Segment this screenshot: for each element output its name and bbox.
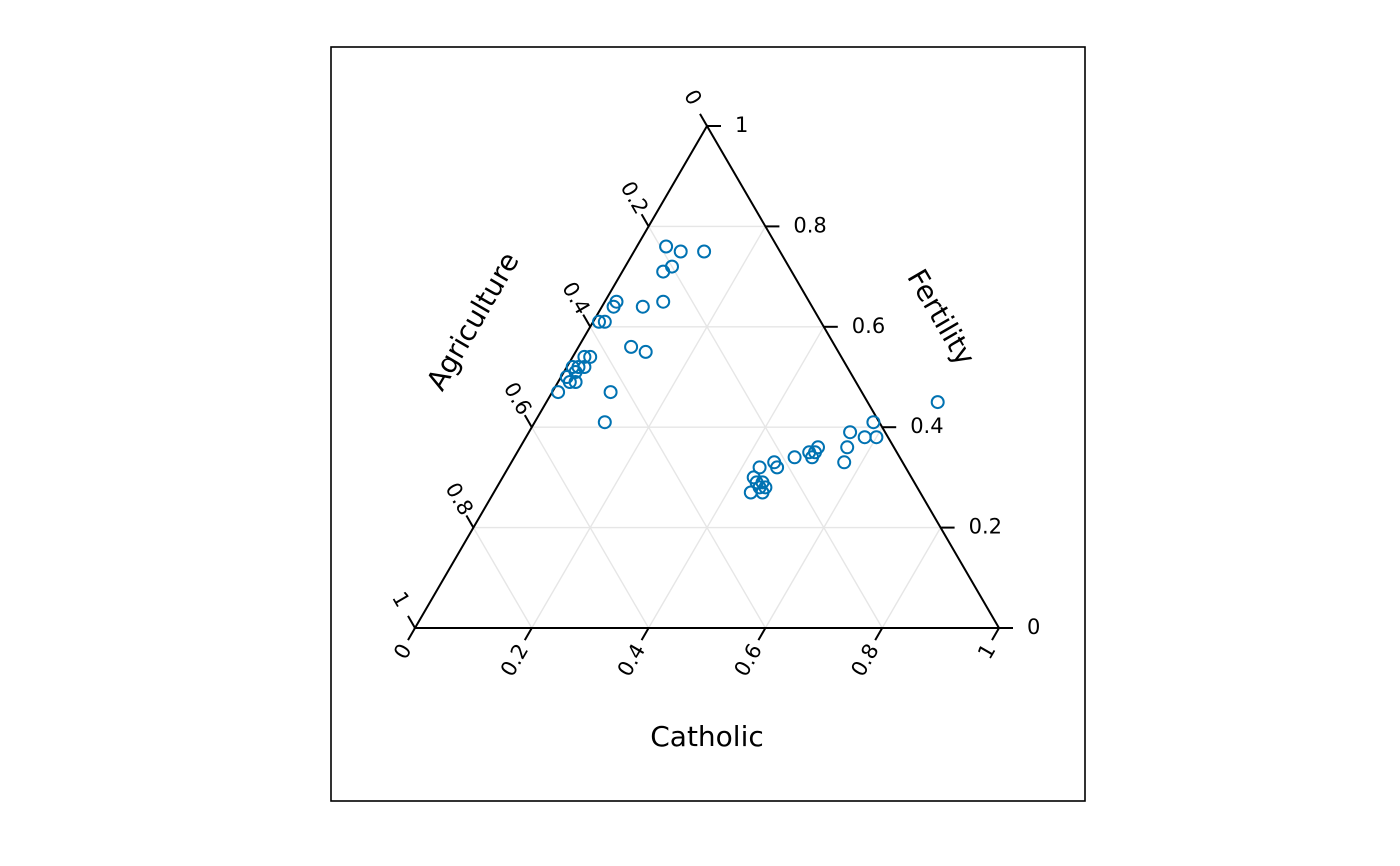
axis-title-fertility: Fertility	[900, 263, 981, 371]
data-point	[755, 485, 770, 500]
tick-agriculture	[407, 615, 416, 629]
tick-catholic	[407, 627, 416, 641]
tick-label-fertility: 1	[735, 113, 748, 137]
tick-label-fertility: 0.8	[793, 213, 826, 237]
data-point	[656, 264, 671, 279]
data-point	[843, 425, 858, 440]
tick-agriculture	[582, 314, 592, 328]
data-point	[551, 385, 566, 400]
grid-line-catholic	[764, 426, 883, 629]
data-point	[624, 339, 639, 354]
tick-catholic	[640, 627, 650, 641]
data-point	[770, 460, 785, 475]
tick-catholic	[523, 627, 533, 641]
axis-title-agriculture: Agriculture	[420, 246, 526, 396]
tick-label-catholic: 0.4	[613, 640, 650, 681]
tick-label-agriculture: 0.4	[557, 278, 594, 319]
grid	[472, 225, 942, 629]
tick-label-catholic: 0	[389, 640, 416, 664]
data-point	[568, 375, 583, 389]
tick-label-fertility: 0	[1027, 615, 1040, 639]
data-point	[805, 450, 820, 465]
axis-tick-labels: 0 0 0 0.2 0.2 0.2 0.4 0.4 0.4 0.6 0.6 0.6 0.8 0.8 0.8 1…	[387, 86, 1040, 681]
data-point	[857, 430, 872, 445]
data-point	[597, 314, 612, 329]
data-point	[656, 294, 671, 309]
data-point	[603, 385, 618, 400]
axis-title-catholic: Catholic	[650, 720, 764, 753]
data-point	[597, 415, 612, 430]
data-point	[697, 244, 712, 259]
tick-label-catholic: 1	[973, 640, 1000, 664]
data-point	[837, 455, 852, 470]
data-point	[577, 349, 592, 364]
tick-label-agriculture: 1	[387, 588, 414, 612]
tick-catholic	[757, 627, 767, 641]
tick-label-agriculture: 0	[679, 86, 706, 110]
tick-label-fertility: 0.4	[910, 414, 943, 438]
tick-label-agriculture: 0.6	[499, 378, 536, 419]
grid-line-catholic	[647, 326, 825, 629]
data-point	[583, 349, 598, 364]
tick-catholic	[991, 627, 1000, 641]
plot-frame	[330, 46, 1086, 802]
tick-label-catholic: 0.8	[846, 640, 883, 681]
grid-line-agriculture	[472, 527, 533, 629]
data-point	[673, 244, 688, 259]
data-point	[930, 395, 945, 410]
grid-line-agriculture	[531, 426, 650, 629]
tick-catholic	[874, 627, 884, 641]
grid-line-catholic	[881, 527, 942, 629]
data-point	[787, 450, 802, 465]
data-point	[606, 299, 621, 314]
axis-ticks	[407, 113, 1013, 641]
triangle-outline	[413, 124, 1001, 629]
data-point	[752, 460, 767, 475]
tick-agriculture	[699, 113, 708, 127]
grid-line-agriculture	[589, 326, 767, 629]
data-point	[840, 440, 855, 455]
data-point	[869, 430, 884, 445]
data-point	[659, 239, 674, 254]
tick-label-fertility: 0.2	[969, 515, 1002, 539]
tick-label-agriculture: 0.2	[616, 177, 653, 218]
data-point	[635, 299, 650, 314]
data-point	[866, 415, 881, 430]
data-point	[638, 344, 653, 359]
data-point	[592, 314, 606, 329]
data-points	[551, 239, 945, 500]
tick-label-fertility: 0.6	[852, 314, 885, 338]
data-point	[562, 375, 577, 389]
tick-agriculture	[523, 414, 533, 428]
tick-agriculture	[640, 213, 650, 227]
tick-label-agriculture: 0.8	[441, 479, 478, 520]
tick-label-catholic: 0.2	[496, 640, 533, 681]
tick-agriculture	[465, 514, 475, 529]
tick-label-catholic: 0.6	[729, 640, 766, 681]
